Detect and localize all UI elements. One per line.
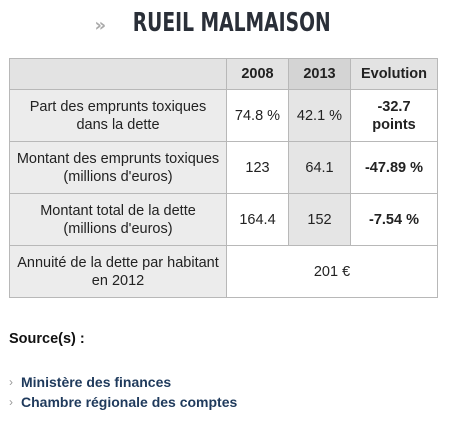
- source-link-chambre[interactable]: › Chambre régionale des comptes: [9, 392, 237, 412]
- column-header-2008: 2008: [226, 58, 289, 90]
- table-row: Montant des emprunts toxiques (millions …: [9, 141, 438, 194]
- sources-title: Source(s) :: [9, 331, 85, 347]
- table-header-row: 2008 2013 Evolution: [9, 58, 438, 90]
- sources-list: › Ministère des finances › Chambre régio…: [9, 372, 237, 412]
- value-evolution: -47.89 %: [350, 141, 438, 194]
- column-header-evolution: Evolution: [350, 58, 438, 90]
- value-2013: 42.1 %: [288, 89, 351, 142]
- value-2013: 152: [288, 193, 351, 246]
- header-empty-cell: [9, 58, 227, 90]
- table-row: Annuité de la dette par habitant en 2012…: [9, 245, 438, 298]
- double-chevron-icon: »: [94, 14, 106, 36]
- source-link-finances[interactable]: › Ministère des finances: [9, 372, 237, 392]
- row-label: Part des emprunts toxiques dans la dette: [9, 89, 227, 142]
- chevron-right-icon: ›: [9, 395, 13, 409]
- value-2008: 123: [226, 141, 289, 194]
- value-evolution: -7.54 %: [350, 193, 438, 246]
- row-label: Montant total de la dette (millions d'eu…: [9, 193, 227, 246]
- row-label: Montant des emprunts toxiques (millions …: [9, 141, 227, 194]
- row-label: Annuité de la dette par habitant en 2012: [9, 245, 227, 298]
- value-2008: 164.4: [226, 193, 289, 246]
- table-row: Part des emprunts toxiques dans la dette…: [9, 89, 438, 142]
- table-row: Montant total de la dette (millions d'eu…: [9, 193, 438, 246]
- debt-table: 2008 2013 Evolution Part des emprunts to…: [9, 58, 438, 298]
- chevron-right-icon: ›: [9, 375, 13, 389]
- page-title: RUEIL MALMAISON: [132, 8, 331, 38]
- source-link-label[interactable]: Chambre régionale des comptes: [21, 394, 238, 410]
- value-2008: 74.8 %: [226, 89, 289, 142]
- page-header: » RUEIL MALMAISON: [0, 6, 450, 40]
- source-link-label[interactable]: Ministère des finances: [21, 374, 172, 390]
- value-2013: 64.1: [288, 141, 351, 194]
- value-evolution: -32.7 points: [350, 89, 438, 142]
- column-header-2013: 2013: [288, 58, 351, 90]
- annuity-value: 201 €: [226, 245, 438, 298]
